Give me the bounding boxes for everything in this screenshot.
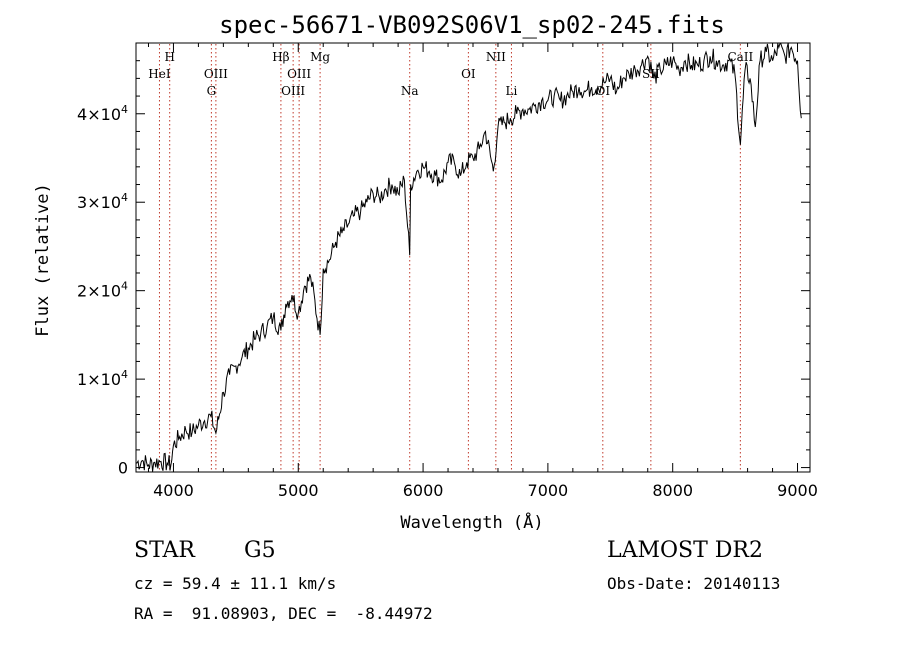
spectral-line-label-2: OIII: [204, 67, 228, 81]
obs-date-text: Obs-Date: 20140113: [607, 574, 781, 593]
x-tick-label-3: 7000: [528, 481, 569, 500]
y-tick-label-base-3: 3×10: [77, 193, 121, 212]
y-tick-label-3: 3×104: [77, 191, 128, 212]
x-axis-label: Wavelength (Å): [400, 511, 543, 533]
y-tick-label-base-2: 2×10: [77, 282, 121, 301]
spectral-line-label-9: OI: [461, 67, 476, 81]
spectral-line-label-5: OIII: [287, 67, 311, 81]
axis-ticks-layer: 4000 5000 6000 7000 8000 900001×1042×1043×104…: [77, 43, 818, 500]
spectral-line-label-6: OIII: [281, 84, 305, 98]
y-tick-label-2: 2×104: [77, 280, 128, 301]
chart-title: spec-56671-VB092S06V1_sp02-245.fits: [219, 11, 725, 39]
spectral-line-label-3: G: [207, 84, 217, 98]
spectral-line-label-14: CaII: [727, 50, 753, 64]
spectral-line-label-8: Na: [401, 84, 419, 98]
y-tick-label-1: 1×104: [77, 368, 128, 389]
object-class: STAR: [134, 538, 195, 563]
spectral-line-label-11: Li: [506, 84, 518, 98]
spectral-line-label-7: Mg: [310, 50, 330, 64]
x-tick-label-4: 8000: [652, 481, 693, 500]
spectral-line-label-10: NII: [486, 50, 506, 64]
coordinates-text: RA = 91.08903, DEC = -8.44972: [134, 604, 433, 623]
plot-frame: [135, 42, 811, 473]
y-tick-label-exponent-1: 4: [121, 368, 128, 381]
x-tick-label-5: 9000: [777, 481, 818, 500]
spectral-line-label-1: HeI: [148, 67, 171, 81]
y-tick-label-4: 4×104: [77, 103, 128, 124]
velocity-text: cz = 59.4 ± 11.1 km/s: [134, 574, 337, 593]
y-tick-label-base-4: 4×10: [77, 105, 121, 124]
spectral-line-label-0: H: [164, 50, 174, 64]
y-tick-label-exponent-3: 4: [121, 191, 128, 204]
y-axis-label: Flux (relative): [33, 183, 53, 337]
y-tick-label-base-0: 0: [118, 459, 128, 478]
spectral-line-label-4: Hβ: [272, 50, 289, 64]
y-tick-label-base-1: 1×10: [77, 370, 121, 389]
y-tick-label-exponent-2: 4: [121, 280, 128, 293]
object-subclass: G5: [244, 538, 276, 563]
spectrum-series-line: [135, 42, 802, 472]
y-tick-label-exponent-4: 4: [121, 103, 128, 116]
spectral-line-label-12: OI: [596, 84, 611, 98]
y-tick-label-0: 0: [118, 459, 128, 478]
survey-name: LAMOST DR2: [607, 538, 763, 563]
x-tick-label-2: 6000: [403, 481, 444, 500]
x-tick-label-0: 4000: [153, 481, 194, 500]
x-tick-label-1: 5000: [278, 481, 319, 500]
